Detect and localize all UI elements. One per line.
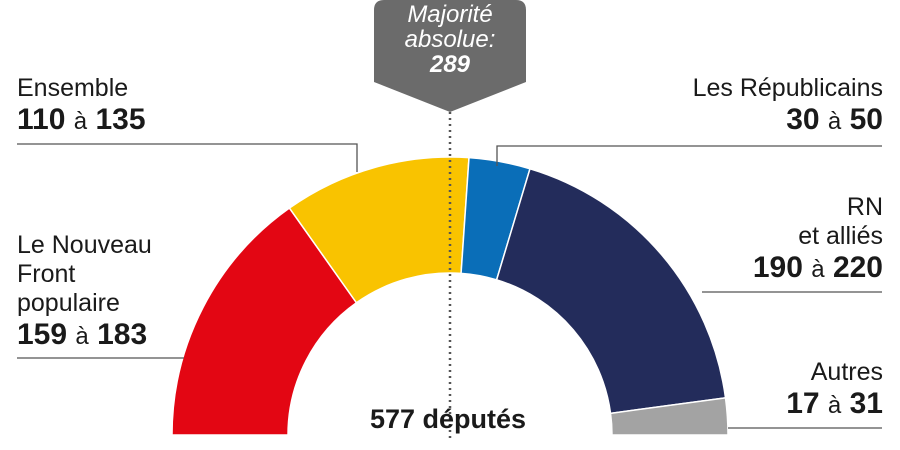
seat-range: 159 à 183 bbox=[17, 318, 148, 351]
party-name: Front bbox=[17, 260, 76, 288]
label-autres: Autres 17 à 31 bbox=[786, 358, 883, 423]
leader-ensemble bbox=[17, 143, 358, 172]
total-seats-label: 577 députés bbox=[370, 404, 527, 434]
leader-lr bbox=[496, 145, 882, 166]
party-name: Le Nouveau bbox=[17, 231, 152, 259]
party-name: Les Républicains bbox=[692, 74, 883, 102]
label-ensemble: Ensemble 110 à 135 bbox=[17, 74, 146, 139]
seat-range: 17 à 31 bbox=[786, 387, 883, 420]
majority-text: Majorité absolue: bbox=[404, 1, 496, 53]
seat-range: 110 à 135 bbox=[17, 103, 146, 136]
seat-range: 30 à 50 bbox=[786, 103, 883, 136]
party-name: Autres bbox=[810, 358, 883, 386]
party-name: Ensemble bbox=[17, 74, 129, 102]
party-name: populaire bbox=[17, 289, 120, 317]
label-nfp: Le Nouveau Front populaire 159 à 183 bbox=[17, 231, 152, 354]
segment-autres bbox=[609, 397, 729, 436]
party-name: RN bbox=[846, 193, 883, 221]
segment-rn-et-alli-s bbox=[495, 167, 727, 415]
seat-range: 190 à 220 bbox=[752, 251, 883, 284]
party-name: et alliés bbox=[798, 222, 883, 250]
majority-value: 289 bbox=[429, 51, 471, 78]
label-rn: RN et alliés 190 à 220 bbox=[753, 193, 883, 287]
majority-marker bbox=[374, 0, 526, 112]
label-lr: Les Républicains 30 à 50 bbox=[693, 74, 883, 139]
majority-label: Majorité absolue: 289 bbox=[380, 2, 520, 77]
